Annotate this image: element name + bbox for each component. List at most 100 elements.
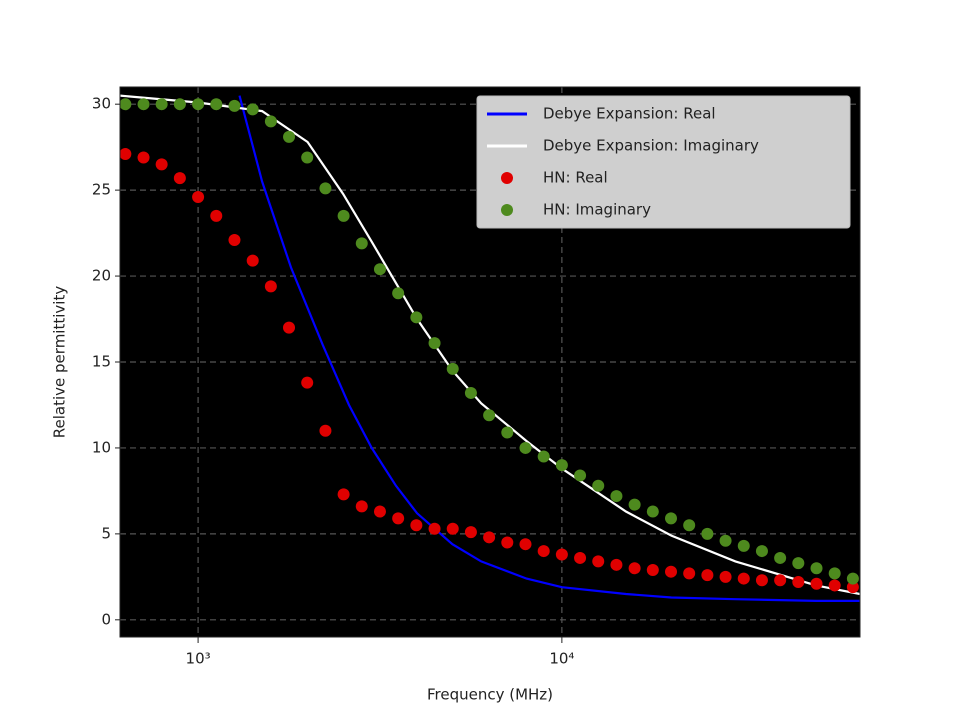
- series-line: [120, 94, 860, 596]
- data-point: [555, 548, 568, 561]
- data-point: [665, 565, 678, 578]
- data-point: [592, 555, 605, 568]
- y-tick-label: 20: [92, 267, 111, 285]
- data-point: [192, 98, 205, 111]
- data-point: [665, 512, 678, 525]
- data-point: [301, 151, 314, 164]
- data-point: [683, 519, 696, 532]
- data-point: [574, 551, 587, 564]
- data-point: [155, 158, 168, 171]
- data-point: [483, 531, 496, 544]
- data-point: [283, 130, 296, 143]
- data-point: [337, 209, 350, 222]
- data-point: [683, 567, 696, 580]
- data-point: [373, 263, 386, 276]
- data-point: [264, 280, 277, 293]
- data-point: [464, 526, 477, 539]
- data-point: [355, 237, 368, 250]
- data-point: [428, 522, 441, 535]
- data-point: [173, 98, 186, 111]
- y-tick-label: 10: [92, 438, 111, 456]
- data-point: [446, 362, 459, 375]
- data-point: [810, 562, 823, 575]
- data-point: [792, 576, 805, 588]
- data-point: [828, 567, 841, 580]
- data-point: [301, 376, 314, 389]
- data-point: [719, 534, 732, 547]
- legend-label: Debye Expansion: Real: [543, 105, 716, 123]
- y-tick-label: 5: [101, 524, 111, 542]
- data-point: [574, 469, 587, 482]
- legend-label: Debye Expansion: Imaginary: [543, 137, 759, 155]
- y-axis-label: Relative permittivity: [51, 286, 69, 439]
- x-axis-label: Frequency (MHz): [427, 686, 553, 704]
- data-point: [483, 409, 496, 422]
- legend-swatch: [501, 204, 513, 216]
- legend-label: HN: Real: [543, 169, 608, 187]
- data-point: [501, 426, 514, 439]
- data-point: [774, 551, 787, 564]
- y-tick-label: 0: [101, 610, 111, 628]
- data-point: [210, 98, 223, 111]
- data-point: [537, 450, 550, 463]
- data-point: [392, 512, 405, 525]
- plot-frame: [119, 86, 861, 638]
- data-point: [264, 115, 277, 128]
- axes: 0 5 10 15 20 25 30 10³ 10⁴: [92, 86, 861, 668]
- data-point: [846, 581, 859, 594]
- data-point: [737, 539, 750, 552]
- data-point: [501, 536, 514, 549]
- data-point: [392, 287, 405, 300]
- data-point: [428, 337, 441, 350]
- y-tick-label: 30: [92, 95, 111, 113]
- data-point: [828, 579, 841, 592]
- data-point: [410, 519, 423, 532]
- data-point: [628, 498, 641, 511]
- data-point: [537, 545, 550, 558]
- data-point: [464, 386, 477, 399]
- legend: Debye Expansion: Real Debye Expansion: Im…: [476, 95, 851, 229]
- data-point: [137, 151, 150, 164]
- data-point: [446, 522, 459, 535]
- data-point: [701, 569, 714, 582]
- series-line: [238, 95, 860, 602]
- data-point: [155, 98, 168, 111]
- legend-label: HN: Imaginary: [543, 201, 651, 219]
- data-point: [319, 182, 332, 195]
- data-point: [319, 424, 332, 437]
- x-tick-label: 10³: [186, 650, 211, 668]
- data-point: [246, 254, 259, 267]
- data-point: [355, 500, 368, 513]
- data-point: [737, 572, 750, 585]
- data-point: [410, 311, 423, 324]
- data-point: [519, 538, 532, 551]
- data-point: [846, 572, 859, 585]
- data-point: [774, 574, 787, 587]
- data-point: [246, 103, 259, 116]
- data-point: [373, 505, 386, 518]
- legend-swatch: [501, 172, 513, 184]
- data-point: [210, 209, 223, 222]
- data-point: [519, 441, 532, 454]
- data-point: [337, 488, 350, 501]
- data-point: [283, 321, 296, 334]
- x-tick-label: 10⁴: [549, 650, 574, 668]
- data-point: [228, 99, 241, 112]
- data-point: [701, 527, 714, 540]
- data-point: [628, 562, 641, 575]
- data-point: [555, 459, 568, 472]
- y-tick-label: 15: [92, 353, 111, 371]
- data-point: [792, 557, 805, 570]
- data-point: [137, 98, 150, 111]
- data-point: [610, 558, 623, 571]
- data-point: [719, 570, 732, 583]
- data-point: [592, 479, 605, 492]
- data-point: [120, 148, 132, 161]
- data-point: [610, 490, 623, 503]
- data-point: [228, 233, 241, 246]
- data-point: [646, 563, 659, 576]
- y-tick-label: 25: [92, 181, 111, 199]
- data-point: [173, 172, 186, 185]
